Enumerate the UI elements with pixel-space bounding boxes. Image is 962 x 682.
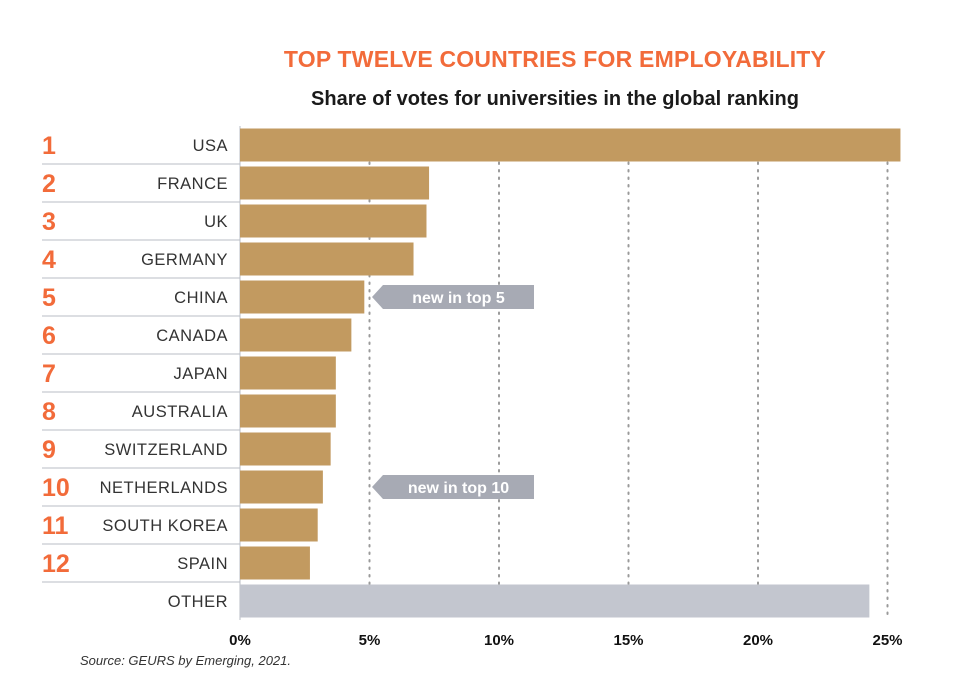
chart-title: TOP TWELVE COUNTRIES FOR EMPLOYABILITY	[283, 46, 827, 72]
x-tick-label: 5%	[359, 632, 381, 649]
callout-arrow	[372, 285, 534, 309]
category-label: SOUTH KOREA	[102, 517, 228, 535]
x-tick-label: 25%	[872, 632, 902, 649]
chart-subtitle: Share of votes for universities in the g…	[311, 88, 799, 110]
bar	[240, 280, 365, 314]
category-label: USA	[193, 137, 228, 155]
bar	[240, 584, 870, 618]
rank-label: 10	[42, 474, 70, 502]
rank-label: 11	[42, 512, 69, 540]
rank-label: 6	[42, 322, 56, 350]
category-label: OTHER	[168, 593, 228, 611]
category-label: CHINA	[174, 289, 228, 307]
category-label: SWITZERLAND	[104, 441, 228, 459]
category-label: AUSTRALIA	[132, 403, 228, 421]
rank-label: 7	[42, 360, 56, 388]
rank-label: 5	[42, 284, 56, 312]
category-label: CANADA	[156, 327, 228, 345]
bar	[240, 242, 414, 276]
bar	[240, 470, 323, 504]
x-tick-label: 0%	[229, 632, 251, 649]
rank-label: 1	[42, 132, 56, 160]
category-label: GERMANY	[141, 251, 228, 269]
callout-label: new in top 10	[408, 480, 509, 497]
rank-label: 4	[42, 246, 56, 274]
bar	[240, 318, 352, 352]
bar	[240, 356, 336, 390]
callout-label: new in top 5	[412, 290, 505, 307]
bar	[240, 432, 331, 466]
x-tick-label: 15%	[613, 632, 643, 649]
bar	[240, 128, 901, 162]
category-label: JAPAN	[174, 365, 228, 383]
bar	[240, 508, 318, 542]
rank-label: 3	[42, 208, 56, 236]
bar	[240, 546, 310, 580]
bar	[240, 166, 430, 200]
category-label: UK	[204, 213, 228, 231]
category-label: SPAIN	[177, 555, 228, 573]
rank-label: 8	[42, 398, 56, 426]
category-label: NETHERLANDS	[100, 479, 228, 497]
category-label: FRANCE	[157, 175, 228, 193]
x-tick-label: 20%	[743, 632, 773, 649]
rank-label: 9	[42, 436, 56, 464]
bar	[240, 204, 427, 238]
x-tick-label: 10%	[484, 632, 514, 649]
rank-label: 12	[42, 550, 70, 578]
rank-label: 2	[42, 170, 56, 198]
chart-source: Source: GEURS by Emerging, 2021.	[80, 653, 291, 668]
bar	[240, 394, 336, 428]
callout-arrow	[372, 475, 534, 499]
